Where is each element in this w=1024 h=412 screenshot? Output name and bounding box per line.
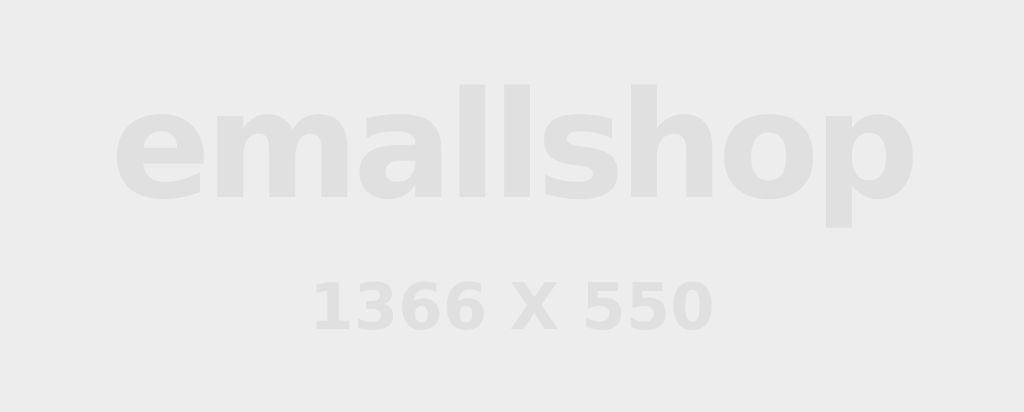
dimensions-text: 1366 X 550 — [309, 271, 715, 345]
brand-watermark-text: emallshop — [110, 60, 920, 232]
